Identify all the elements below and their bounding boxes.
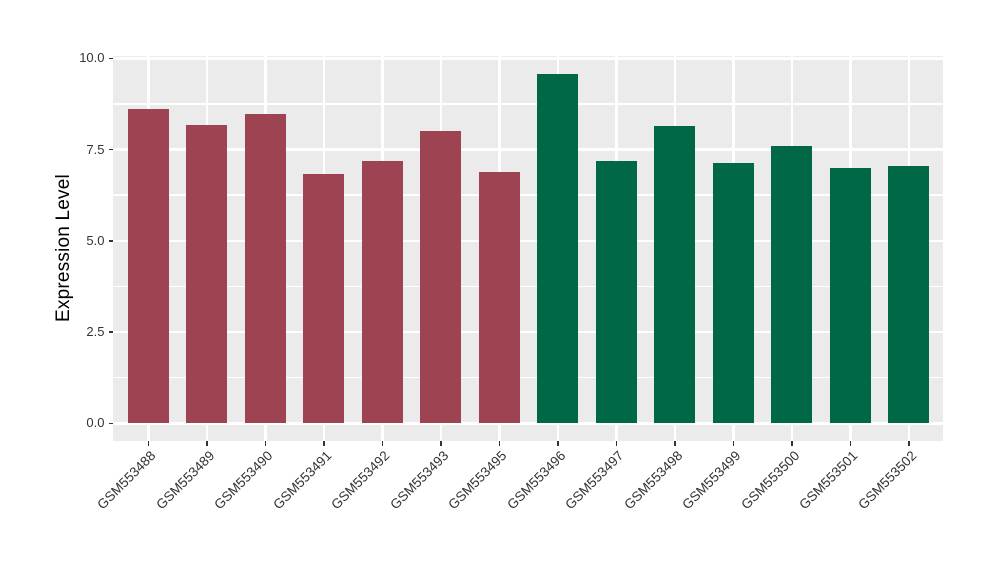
x-tick-label: GSM553497 xyxy=(562,448,627,513)
bar-GSM553491 xyxy=(303,173,345,424)
bar-GSM553495 xyxy=(478,172,520,424)
x-axis-tick xyxy=(615,441,617,446)
x-tick-label: GSM553491 xyxy=(270,448,335,513)
gridline-horizontal-major xyxy=(113,148,943,151)
y-axis-tick xyxy=(108,57,113,60)
bar-GSM553496 xyxy=(537,74,579,424)
x-tick-label: GSM553501 xyxy=(796,448,861,513)
x-tick-label: GSM553495 xyxy=(445,448,510,513)
x-tick-label: GSM553489 xyxy=(153,448,218,513)
x-tick-label: GSM553496 xyxy=(504,448,569,513)
y-axis-tick xyxy=(108,331,113,333)
y-axis-tick xyxy=(108,422,113,425)
gridline-horizontal-minor xyxy=(113,376,943,379)
x-axis-tick xyxy=(791,441,793,446)
x-tick-label: GSM553492 xyxy=(328,448,393,513)
x-axis-tick xyxy=(323,441,325,446)
x-tick-label: GSM553500 xyxy=(738,448,803,513)
x-axis-tick xyxy=(557,441,559,446)
gridline-horizontal-major xyxy=(113,330,943,334)
bar-GSM553488 xyxy=(127,109,169,424)
bar-GSM553501 xyxy=(829,168,871,424)
x-tick-label: GSM553490 xyxy=(211,448,276,513)
x-axis-tick xyxy=(264,441,267,446)
x-axis-tick xyxy=(381,441,384,446)
gridline-horizontal-minor xyxy=(113,103,943,105)
x-axis-tick xyxy=(849,441,851,446)
x-axis-tick xyxy=(206,441,208,446)
y-axis-tick xyxy=(108,240,113,242)
y-tick-label: 5.0 xyxy=(86,232,105,248)
x-axis-tick xyxy=(732,441,734,446)
bar-GSM553502 xyxy=(888,166,930,424)
x-tick-label: GSM553488 xyxy=(94,448,159,513)
bar-GSM553500 xyxy=(771,145,813,424)
gridline-horizontal-major xyxy=(113,239,943,243)
plot-panel xyxy=(113,56,943,441)
x-tick-label: GSM553493 xyxy=(387,448,452,513)
bar-GSM553493 xyxy=(420,131,462,424)
bar-GSM553490 xyxy=(244,114,286,424)
gridline-horizontal-major xyxy=(113,57,943,60)
y-tick-label: 10.0 xyxy=(79,50,105,66)
bar-GSM553492 xyxy=(361,160,403,424)
x-axis-tick xyxy=(674,441,676,446)
x-axis-tick xyxy=(908,441,910,446)
x-axis-tick xyxy=(498,441,501,446)
gridline-horizontal-major xyxy=(113,422,943,425)
y-axis-tick xyxy=(108,148,113,151)
x-tick-label: GSM553498 xyxy=(621,448,686,513)
gridline-horizontal-minor xyxy=(113,285,943,288)
y-tick-label: 7.5 xyxy=(86,141,105,157)
bar-GSM553499 xyxy=(712,163,754,424)
y-tick-label: 0.0 xyxy=(86,415,105,431)
bar-GSM553489 xyxy=(186,124,228,424)
gridline-horizontal-minor xyxy=(113,194,943,196)
x-tick-label: GSM553502 xyxy=(855,448,920,513)
y-tick-label: 2.5 xyxy=(86,324,105,340)
bar-GSM553498 xyxy=(654,125,696,424)
x-axis-tick xyxy=(147,441,150,446)
bar-GSM553497 xyxy=(595,160,637,424)
x-tick-label: GSM553499 xyxy=(679,448,744,513)
x-axis-tick xyxy=(440,441,442,446)
